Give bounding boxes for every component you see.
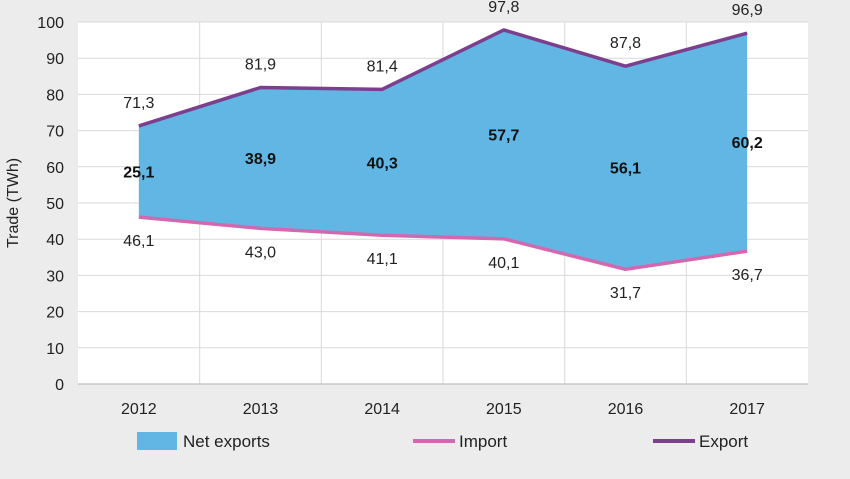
export-data-label: 81,9	[245, 57, 276, 74]
y-tick-label: 40	[46, 232, 64, 249]
net-exports-fill	[138, 29, 748, 270]
y-tick-label: 0	[55, 377, 64, 394]
net-exports-data-label: 38,9	[245, 151, 276, 168]
y-tick-label: 70	[46, 124, 64, 141]
export-data-label: 81,4	[367, 58, 398, 75]
net-exports-data-label: 57,7	[488, 127, 519, 144]
y-tick-label: 80	[46, 87, 64, 104]
y-axis-label: Trade (TWh)	[5, 158, 22, 248]
x-tick-label: 2014	[364, 401, 400, 418]
y-tick-label: 60	[46, 160, 64, 177]
import-data-label: 43,0	[245, 244, 276, 261]
x-tick-label: 2015	[486, 401, 522, 418]
export-data-label: 96,9	[732, 2, 763, 19]
legend-label: Import	[459, 432, 507, 451]
net-exports-data-label: 25,1	[123, 165, 154, 182]
x-tick-label: 2012	[121, 401, 157, 418]
series-lines	[138, 28, 748, 271]
y-tick-label: 20	[46, 305, 64, 322]
y-tick-label: 10	[46, 341, 64, 358]
net-exports-data-label: 60,2	[732, 135, 763, 152]
export-data-label: 97,8	[488, 0, 519, 16]
y-axis-ticks: 0 10 20 30 40 50 60 70 80 90 100	[37, 15, 64, 394]
net-exports-area	[138, 29, 748, 270]
x-tick-label: 2013	[243, 401, 279, 418]
import-data-label: 36,7	[732, 267, 763, 284]
export-data-label: 71,3	[123, 95, 154, 112]
export-line	[138, 28, 748, 128]
import-data-label: 41,1	[367, 251, 398, 268]
x-axis-ticks: 2012 2013 2014 2015 2016 2017	[121, 401, 765, 418]
legend-label: Net exports	[183, 432, 270, 451]
data-labels: 71,3 81,9 81,4 97,8 87,8 96,9 46,1 43,0 41,1 40,1…	[123, 0, 763, 302]
legend-label: Export	[699, 432, 748, 451]
net-exports-data-label: 40,3	[367, 155, 398, 172]
import-line	[138, 215, 748, 271]
import-data-label: 46,1	[123, 233, 154, 250]
legend: Net exports Import Export	[137, 432, 748, 451]
y-tick-label: 30	[46, 268, 64, 285]
net-exports-data-label: 56,1	[610, 161, 641, 178]
import-data-label: 31,7	[610, 285, 641, 302]
y-tick-label: 100	[37, 15, 64, 32]
x-tick-label: 2016	[608, 401, 644, 418]
y-tick-label: 90	[46, 51, 64, 68]
import-data-label: 40,1	[488, 255, 519, 272]
legend-swatch-net-exports	[137, 432, 177, 450]
export-data-label: 87,8	[610, 35, 641, 52]
y-tick-label: 50	[46, 196, 64, 213]
x-tick-label: 2017	[729, 401, 765, 418]
